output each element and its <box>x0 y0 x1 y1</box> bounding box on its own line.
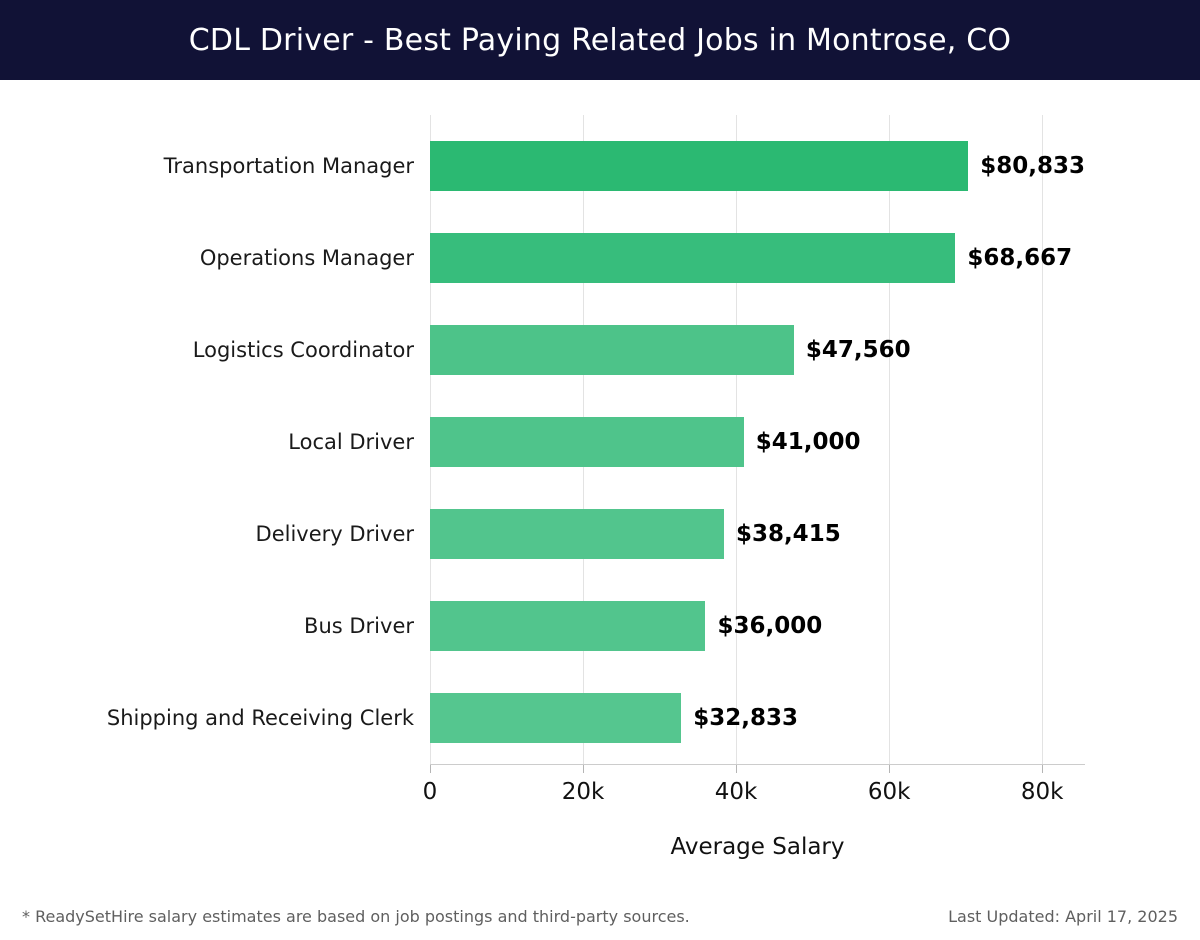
footer: * ReadySetHire salary estimates are base… <box>0 907 1200 940</box>
tick-label-40k: 40k <box>714 779 758 805</box>
page-title: CDL Driver - Best Paying Related Jobs in… <box>188 22 1012 58</box>
tick-mark-0 <box>430 765 431 773</box>
header: CDL Driver - Best Paying Related Jobs in… <box>0 0 1200 80</box>
x-axis-area: 0 20k 40k 60k 80k <box>423 764 1085 812</box>
tick-mark-20k <box>583 765 585 773</box>
category-labels-column: Transportation Manager Operations Manager… <box>0 120 430 764</box>
bar-logistics-coordinator <box>430 325 794 375</box>
bar-row-shipping-and-receiving-clerk: $32,833 <box>430 672 1085 764</box>
tick-label-80k: 80k <box>1020 779 1064 805</box>
bar-value-transportation-manager: $80,833 <box>980 153 1085 179</box>
category-label-logistics-coordinator: Logistics Coordinator <box>192 338 414 362</box>
category-label-local-driver: Local Driver <box>288 430 414 454</box>
footer-last-updated: Last Updated: April 17, 2025 <box>948 907 1178 926</box>
bar-local-driver <box>430 417 744 467</box>
x-axis: 0 20k 40k 60k 80k <box>0 764 1200 812</box>
gridline-80k <box>1042 115 1044 764</box>
plot-area: $80,833 $68,667 $47,560 $41,000 $38,415 $36,0… <box>430 115 1085 764</box>
bar-value-delivery-driver: $38,415 <box>735 521 841 547</box>
category-label-delivery-driver: Delivery Driver <box>255 522 414 546</box>
tick-mark-40k <box>736 765 738 773</box>
bar-delivery-driver <box>430 509 724 559</box>
gridline-60k <box>889 115 891 764</box>
bar-bus-driver <box>430 601 706 651</box>
bar-shipping-and-receiving-clerk <box>430 693 682 743</box>
chart-section: Transportation Manager Operations Manager… <box>0 115 1200 860</box>
tick-label-0: 0 <box>422 779 438 805</box>
bar-value-bus-driver: $36,000 <box>717 613 823 639</box>
category-label-transportation-manager: Transportation Manager <box>163 154 414 178</box>
bar-row-local-driver: $41,000 <box>430 396 1085 488</box>
bar-row-transportation-manager: $80,833 <box>430 120 1085 212</box>
bar-value-shipping-and-receiving-clerk: $32,833 <box>693 705 798 731</box>
tick-label-60k: 60k <box>867 779 911 805</box>
category-label-bus-driver: Bus Driver <box>304 614 414 638</box>
bar-row-delivery-driver: $38,415 <box>430 488 1085 580</box>
bar-value-operations-manager: $68,667 <box>967 245 1073 271</box>
bar-chart: Transportation Manager Operations Manager… <box>0 115 1200 764</box>
bar-value-logistics-coordinator: $47,560 <box>805 337 911 363</box>
bar-rows: $80,833 $68,667 $47,560 $41,000 $38,415 $36,0… <box>430 120 1085 764</box>
x-axis-title: Average Salary <box>670 834 845 860</box>
bar-value-local-driver: $41,000 <box>755 429 861 455</box>
tick-label-20k: 20k <box>561 779 605 805</box>
bar-operations-manager <box>430 233 956 283</box>
tick-mark-60k <box>889 765 891 773</box>
tick-mark-80k <box>1042 765 1044 773</box>
bar-row-operations-manager: $68,667 <box>430 212 1085 304</box>
category-label-shipping-and-receiving-clerk: Shipping and Receiving Clerk <box>106 706 414 730</box>
bar-row-bus-driver: $36,000 <box>430 580 1085 672</box>
category-label-operations-manager: Operations Manager <box>199 246 414 270</box>
footer-disclaimer: * ReadySetHire salary estimates are base… <box>22 907 690 926</box>
bar-row-logistics-coordinator: $47,560 <box>430 304 1085 396</box>
bar-transportation-manager <box>430 141 969 191</box>
